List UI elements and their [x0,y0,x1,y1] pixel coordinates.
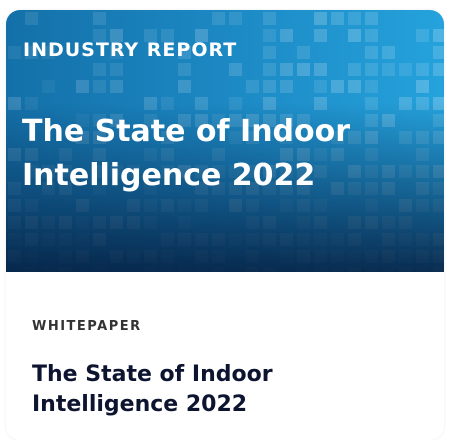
banner-title: The State of Indoor Intelligence 2022 [22,114,351,193]
report-card[interactable]: INDUSTRY REPORT The State of Indoor Inte… [6,10,444,440]
card-type-label: WHITEPAPER [32,319,142,334]
banner-category-label: INDUSTRY REPORT [23,39,238,61]
pixel-grid-pattern [8,12,444,272]
card-title[interactable]: The State of Indoor Intelligence 2022 [32,362,273,417]
report-banner: INDUSTRY REPORT The State of Indoor Inte… [6,10,444,272]
